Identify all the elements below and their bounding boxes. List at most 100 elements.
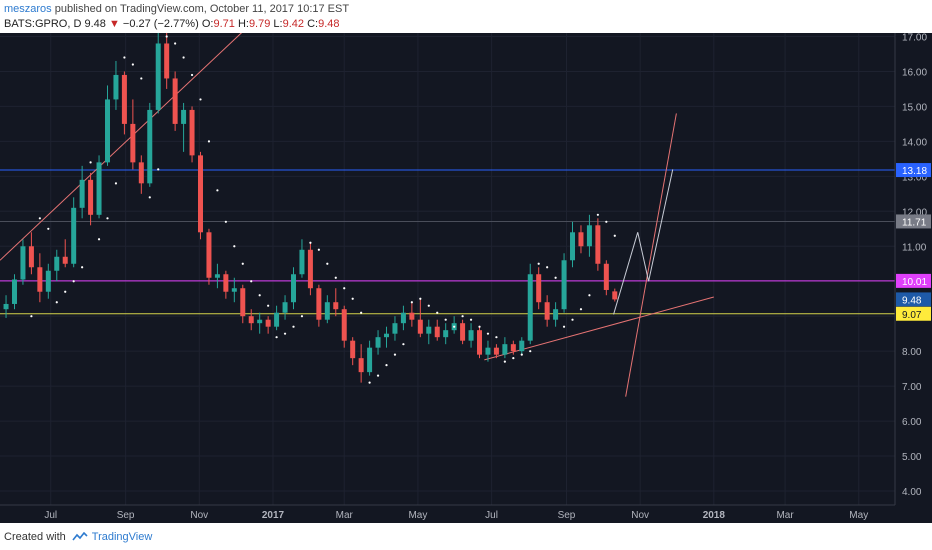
y-tick-label: 14.00	[902, 137, 927, 148]
y-tick-label: 8.00	[902, 347, 922, 358]
parabolic-sar-dot	[571, 318, 574, 321]
candle-up	[443, 330, 449, 338]
created-with: Created with TradingView	[4, 531, 152, 543]
parabolic-sar-dot	[512, 357, 515, 360]
tradingview-brand[interactable]: TradingView	[91, 531, 153, 543]
candle-down	[460, 323, 466, 341]
candle-up	[113, 74, 119, 100]
candle-up	[231, 288, 237, 292]
parabolic-sar-dot	[182, 56, 185, 59]
parabolic-sar-dot	[300, 315, 304, 318]
candle-up	[45, 270, 51, 292]
candle-up	[468, 330, 474, 341]
parabolic-sar-dot	[64, 290, 67, 293]
parabolic-sar-dot	[351, 297, 354, 300]
parabolic-sar-dot	[579, 308, 583, 311]
parabolic-sar-dot	[393, 353, 397, 356]
parabolic-sar-dot	[537, 262, 540, 265]
close-label: C:	[307, 18, 319, 30]
candle-up	[375, 337, 381, 348]
candle-up	[485, 347, 491, 355]
candle-down	[121, 74, 127, 124]
down-arrow-icon: ▼	[108, 18, 120, 30]
parabolic-sar-dot	[38, 217, 41, 220]
candle-down	[189, 109, 195, 156]
y-tick-label: 7.00	[902, 382, 922, 393]
parabolic-sar-dot	[427, 304, 430, 307]
parabolic-sar-dot	[596, 213, 599, 216]
candle-down	[62, 256, 68, 264]
candle-down	[612, 291, 618, 300]
price-label-text: 13.18	[902, 166, 927, 177]
candle-up	[324, 302, 330, 320]
candle-down	[409, 312, 415, 320]
chart-area[interactable]: 17.0016.0015.0014.0013.0012.0011.0010.00…	[0, 33, 932, 523]
price-chart[interactable]: 17.0016.0015.0014.0013.0012.0011.0010.00…	[0, 33, 932, 523]
candle-up	[257, 319, 263, 324]
candle-down	[28, 246, 34, 268]
high-value: 9.79	[248, 18, 271, 30]
low-label: L:	[273, 18, 283, 30]
parabolic-sar-dot	[326, 262, 329, 265]
candle-down	[138, 162, 144, 184]
parabolic-sar-dot	[199, 98, 202, 101]
x-tick-label: Nov	[631, 510, 649, 521]
parabolic-sar-dot	[258, 294, 261, 297]
close-value: 9.48	[318, 18, 340, 30]
candle-up	[570, 232, 576, 261]
y-tick-label: 11.00	[902, 242, 927, 253]
candle-down	[493, 347, 499, 355]
parabolic-sar-dot	[368, 381, 371, 384]
y-tick-label: 16.00	[902, 67, 927, 78]
candle-up	[519, 340, 525, 352]
author-link[interactable]: meszaros	[4, 3, 52, 15]
y-tick-label: 17.00	[902, 33, 927, 43]
x-tick-label: Mar	[336, 510, 354, 521]
parabolic-sar-dot	[157, 168, 160, 171]
candle-down	[358, 358, 364, 373]
x-tick-label: Sep	[558, 510, 576, 521]
candle-up	[586, 225, 592, 247]
price-label-text: 10.01	[902, 277, 927, 288]
parabolic-sar-dot	[131, 63, 134, 66]
parabolic-sar-dot	[207, 140, 211, 143]
candle-down	[341, 309, 347, 341]
price-label-box	[896, 273, 931, 288]
x-tick-label: Sep	[117, 510, 135, 521]
candle-down	[510, 344, 516, 352]
candle-up	[553, 309, 559, 320]
candle-down	[88, 179, 94, 215]
parabolic-sar-dot	[283, 332, 287, 335]
parabolic-sar-dot	[613, 234, 616, 237]
candle-down	[206, 232, 212, 278]
parabolic-sar-dot	[469, 318, 473, 321]
parabolic-sar-dot	[419, 297, 422, 300]
parabolic-sar-dot	[478, 325, 481, 328]
parabolic-sar-dot	[520, 353, 523, 356]
candle-up	[502, 344, 508, 355]
candle-down	[197, 155, 203, 233]
price-label-box	[896, 292, 931, 307]
candle-up	[400, 312, 406, 324]
candle-up	[11, 279, 17, 304]
candle-up	[71, 207, 77, 264]
x-tick-label: 2018	[703, 510, 726, 521]
open-label: O:	[201, 18, 214, 30]
candle-down	[333, 302, 339, 310]
parabolic-sar-dot	[190, 73, 194, 77]
parabolic-sar-dot	[55, 301, 58, 304]
parabolic-sar-dot	[444, 318, 447, 321]
parabolic-sar-dot	[605, 220, 608, 223]
parabolic-sar-dot	[410, 301, 413, 304]
parabolic-sar-dot	[241, 262, 244, 265]
candle-up	[3, 303, 9, 310]
parabolic-sar-dot	[343, 287, 346, 290]
open-value: 9.71	[213, 18, 235, 30]
parabolic-sar-dot	[224, 220, 227, 223]
parabolic-sar-dot	[233, 245, 236, 248]
parabolic-sar-dot	[89, 161, 92, 164]
candle-down	[544, 302, 550, 320]
candle-up	[291, 274, 297, 303]
candle-up	[426, 326, 432, 334]
candle-up	[384, 333, 390, 338]
